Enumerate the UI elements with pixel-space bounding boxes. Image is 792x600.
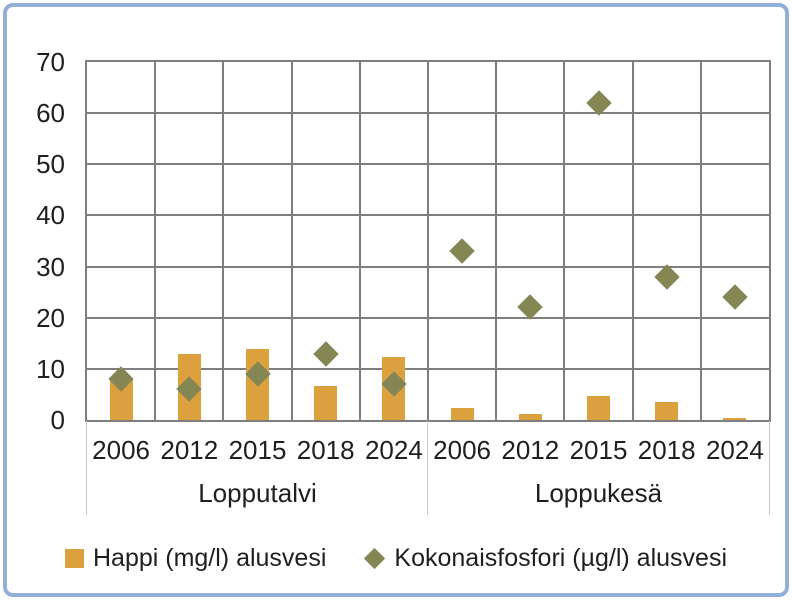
- group-divider: [427, 421, 428, 515]
- year-label: 2024: [364, 435, 423, 465]
- year-label: 2015: [569, 435, 628, 465]
- bar-happi-Lopputalvi-2006: [109, 378, 133, 420]
- plot-area: [85, 60, 771, 422]
- gridline-vertical: [699, 62, 702, 420]
- gridline-vertical: [222, 62, 225, 420]
- year-label: 2012: [160, 435, 219, 465]
- y-tick-label: 30: [36, 251, 65, 282]
- x-axis-category-area: 2006 2012 2015 2018 2024 Lopputalvi 2006 2012 20…: [86, 421, 770, 515]
- year-label: 2024: [705, 435, 764, 465]
- y-tick-label: 20: [36, 302, 65, 333]
- y-tick-label: 60: [36, 98, 65, 129]
- year-label: 2018: [296, 435, 355, 465]
- group-label-Lopputalvi: Lopputalvi: [198, 478, 317, 508]
- y-tick-label: 40: [36, 200, 65, 231]
- gridline-vertical: [290, 62, 293, 420]
- bar-happi-Loppukesä-2024: [723, 417, 747, 420]
- legend: Happi (mg/l) alusvesi Kokonaisfosfori (µ…: [7, 544, 785, 573]
- year-label: 2012: [501, 435, 560, 465]
- diamond-fosfori-Loppukesä-2024: [722, 284, 748, 310]
- group-label-Loppukesä: Loppukesä: [534, 478, 663, 508]
- year-label: 2006: [433, 435, 492, 465]
- diamond-fosfori-Lopputalvi-2018: [312, 340, 339, 367]
- legend-item-happi: Happi (mg/l) alusvesi: [64, 544, 327, 573]
- diamond-series-marker-icon: [364, 547, 386, 570]
- legend-item-kokonaisfosfori: Kokonaisfosfori (µg/l) alusvesi: [364, 544, 727, 573]
- gridline-vertical: [631, 62, 634, 420]
- y-tick-label: 50: [36, 149, 65, 180]
- gridline-vertical: [427, 62, 429, 420]
- gridline-vertical: [154, 62, 157, 420]
- y-tick-label: 10: [36, 353, 65, 384]
- gridline-vertical: [495, 62, 498, 420]
- bar-series-marker-icon: [64, 549, 84, 568]
- year-label: 2015: [228, 435, 287, 465]
- year-label: 2018: [637, 435, 696, 465]
- gridline-vertical: [358, 62, 361, 420]
- diamond-fosfori-Loppukesä-2018: [653, 264, 680, 290]
- chart-frame: 0 10 20 30 40 50 60 70 2006 2012 2015 2018 2024 Lopp…: [3, 3, 789, 597]
- diamond-fosfori-Loppukesä-2006: [449, 238, 475, 264]
- gridline-vertical: [563, 62, 566, 420]
- legend-label-happi: Happi (mg/l) alusvesi: [92, 544, 327, 572]
- bar-happi-Loppukesä-2015: [587, 395, 610, 420]
- y-axis-labels: 0 10 20 30 40 50 60 70: [7, 47, 65, 435]
- bar-happi-Loppukesä-2018: [655, 401, 679, 420]
- bar-happi-Lopputalvi-2018: [314, 385, 338, 420]
- bar-happi-Loppukesä-2012: [518, 414, 542, 420]
- legend-label-kokonaisfosfori: Kokonaisfosfori (µg/l) alusvesi: [394, 544, 727, 572]
- year-label: 2006: [92, 435, 151, 465]
- bar-happi-Loppukesä-2006: [450, 408, 474, 420]
- y-tick-label: 0: [50, 405, 65, 435]
- y-tick-label: 70: [36, 47, 65, 77]
